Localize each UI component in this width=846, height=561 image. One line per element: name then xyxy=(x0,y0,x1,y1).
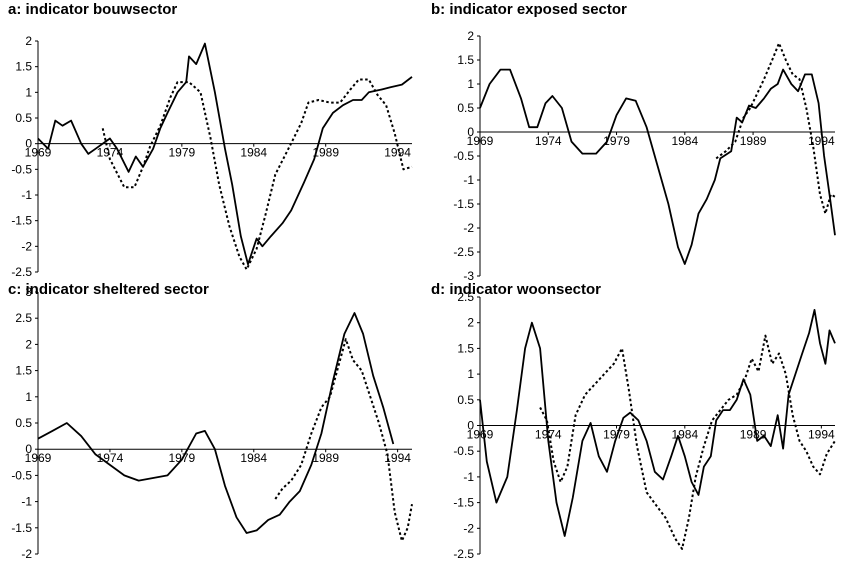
y-tick-label: -1.5 xyxy=(11,214,32,228)
y-tick-label: 1.5 xyxy=(457,53,474,67)
y-tick-label: -1.5 xyxy=(11,521,32,535)
y-tick-label: -0.5 xyxy=(11,468,32,482)
x-tick-label: 1984 xyxy=(240,451,267,465)
y-tick-label: -1 xyxy=(21,495,32,509)
y-tick-label: -1.5 xyxy=(453,197,474,211)
y-tick-label: -1 xyxy=(463,173,474,187)
y-tick-label: 2 xyxy=(25,34,32,48)
chart-d-svg: d: indicator woonsector -2.5 -2 -1.5 -1 -0.5 0… xyxy=(431,281,836,560)
y-tick-label: 1.5 xyxy=(457,341,474,355)
y-tick-label: 0.5 xyxy=(15,416,32,430)
x-tick-label: 1969 xyxy=(467,428,494,442)
y-tick-label: 0.5 xyxy=(457,393,474,407)
y-tick-label: 1.5 xyxy=(15,364,32,378)
x-tick-label: 1989 xyxy=(312,146,339,160)
chart-title: b: indicator exposed sector xyxy=(431,1,627,18)
y-tick-label: 0 xyxy=(467,125,474,139)
x-tick-label: 1974 xyxy=(535,134,562,148)
y-tick-label: 2 xyxy=(467,316,474,330)
y-tick-label: -2.5 xyxy=(453,245,474,259)
x-tick-label: 1969 xyxy=(25,451,52,465)
y-tick-label: 3 xyxy=(25,285,32,299)
y-tick-label: 1 xyxy=(467,77,474,91)
chart-panel-c: c: indicator sheltered sector -2 -1.5 -1 -0.… xyxy=(0,280,423,560)
series-line-solid xyxy=(37,42,413,266)
y-tick-label: -0.5 xyxy=(453,149,474,163)
y-tick-label: -1 xyxy=(21,188,32,202)
chart-a-svg: a: indicator bouwsector -2.5 -2 -1.5 -1 -0.5 0… xyxy=(8,1,413,279)
series-line-dotted xyxy=(539,334,836,550)
y-tick-label: -1 xyxy=(463,470,474,484)
chart-panel-d: d: indicator woonsector -2.5 -2 -1.5 -1 -0.5 0… xyxy=(423,280,846,560)
chart-title: c: indicator sheltered sector xyxy=(8,281,209,298)
series-line-solid xyxy=(37,312,395,534)
x-tick-label: 1989 xyxy=(312,451,339,465)
y-tick-label: -2 xyxy=(463,521,474,535)
y-tick-label: 2.5 xyxy=(457,290,474,304)
y-tick-label: 0 xyxy=(25,137,32,151)
y-tick-label: -0.5 xyxy=(453,444,474,458)
chart-title: d: indicator woonsector xyxy=(431,281,601,298)
x-tick-label: 1969 xyxy=(25,146,52,160)
series-line-solid xyxy=(479,68,836,265)
y-tick-label: 0.5 xyxy=(15,111,32,125)
series-line-dotted xyxy=(101,78,413,271)
y-tick-label: 2.5 xyxy=(15,311,32,325)
y-tick-label: -0.5 xyxy=(11,162,32,176)
y-tick-label: 1.5 xyxy=(15,60,32,74)
y-tick-label: -2 xyxy=(21,239,32,253)
x-tick-label: 1974 xyxy=(97,451,124,465)
y-tick-label: 0.5 xyxy=(457,101,474,115)
y-tick-label: 1 xyxy=(467,367,474,381)
x-tick-label: 1989 xyxy=(740,428,767,442)
y-tick-label: -2.5 xyxy=(453,547,474,560)
y-tick-label: -3 xyxy=(463,269,474,280)
x-tick-label: 1989 xyxy=(740,134,767,148)
chart-panel-a: a: indicator bouwsector -2.5 -2 -1.5 -1 -0.5 0… xyxy=(0,0,423,280)
x-tick-label: 1969 xyxy=(467,134,494,148)
x-tick-label: 1994 xyxy=(384,146,411,160)
x-tick-label: 1979 xyxy=(603,134,630,148)
x-tick-label: 1994 xyxy=(808,428,835,442)
y-tick-label: 1 xyxy=(25,85,32,99)
y-tick-label: 2 xyxy=(467,29,474,43)
y-tick-label: -2 xyxy=(21,547,32,560)
x-tick-label: 1984 xyxy=(240,146,267,160)
series-line-dotted xyxy=(715,42,836,215)
series-line-solid xyxy=(479,308,836,537)
chart-panel-b: b: indicator exposed sector -3 -2.5 -2 -1.5 -… xyxy=(423,0,846,280)
x-tick-label: 1979 xyxy=(168,146,195,160)
x-tick-label: 1984 xyxy=(671,428,698,442)
x-tick-label: 1994 xyxy=(384,451,411,465)
y-tick-label: 0 xyxy=(25,442,32,456)
x-tick-label: 1984 xyxy=(671,134,698,148)
chart-title: a: indicator bouwsector xyxy=(8,1,177,18)
y-tick-label: 1 xyxy=(25,390,32,404)
y-tick-label: 0 xyxy=(467,419,474,433)
y-tick-label: -1.5 xyxy=(453,496,474,510)
y-tick-label: 2 xyxy=(25,337,32,351)
y-tick-label: -2 xyxy=(463,221,474,235)
y-tick-label: -2.5 xyxy=(11,265,32,279)
chart-b-svg: b: indicator exposed sector -3 -2.5 -2 -1.5 -… xyxy=(431,1,836,280)
chart-c-svg: c: indicator sheltered sector -2 -1.5 -1 -0.… xyxy=(8,281,413,560)
x-tick-label: 1994 xyxy=(808,134,835,148)
